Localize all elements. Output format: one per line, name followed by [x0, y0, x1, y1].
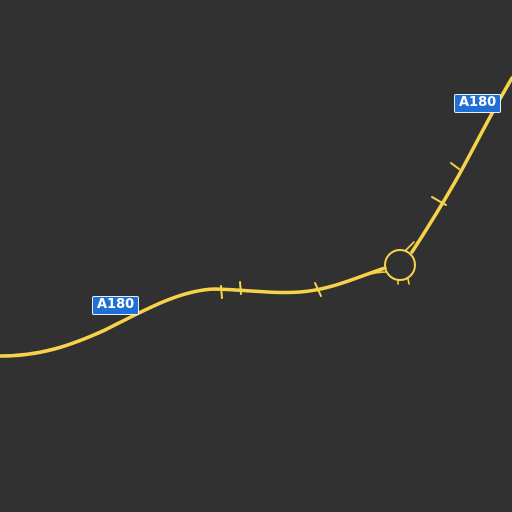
slip-road-west[interactable] — [355, 271, 387, 279]
crossing-tick-1 — [220, 285, 223, 299]
road-a180-west[interactable] — [0, 266, 387, 358]
crossing-tick-3 — [314, 282, 322, 297]
slip-road-north[interactable] — [405, 241, 415, 251]
crossing-tick-4 — [431, 196, 447, 206]
roundabout-stub-south[interactable] — [397, 278, 410, 285]
crossing-tick-2 — [239, 281, 242, 295]
crossing-tick-5 — [450, 162, 460, 170]
roundabout[interactable] — [384, 249, 416, 281]
road-shield-a180[interactable]: A180 — [454, 94, 502, 113]
road-shield-a180[interactable]: A180 — [92, 296, 140, 315]
